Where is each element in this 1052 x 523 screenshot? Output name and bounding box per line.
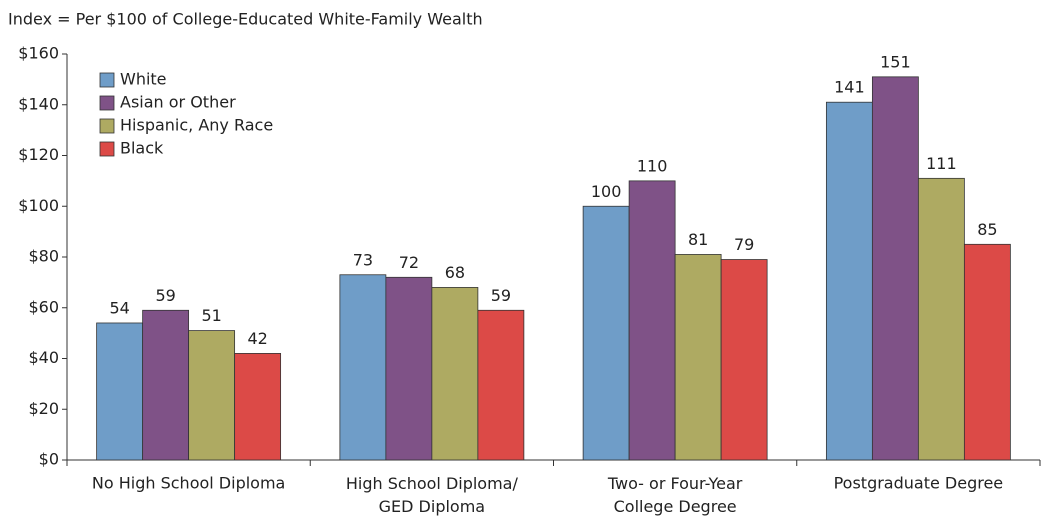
- value-label: 59: [491, 286, 511, 305]
- bar: [385, 276, 433, 461]
- value-label: 141: [834, 78, 865, 97]
- bar: [188, 330, 236, 461]
- bar: [96, 322, 144, 461]
- value-label: 73: [353, 250, 373, 269]
- legend-swatch: [99, 72, 115, 88]
- value-label: 85: [977, 220, 997, 239]
- bar: [628, 180, 676, 461]
- legend-label: White: [120, 70, 167, 89]
- legend-label: Hispanic, Any Race: [120, 116, 273, 135]
- legend-label: Asian or Other: [120, 93, 236, 112]
- y-tick-label: $100: [18, 196, 59, 215]
- bar: [142, 309, 190, 461]
- value-label: 42: [247, 329, 267, 348]
- bar: [431, 287, 479, 461]
- bar: [339, 274, 387, 461]
- x-tick-label: Two- or Four-Year College Degree: [607, 474, 743, 516]
- bar: [871, 76, 919, 461]
- chart-subtitle: Index = Per $100 of College-Educated Whi…: [8, 10, 483, 29]
- value-label: 51: [201, 306, 221, 325]
- value-label: 68: [445, 263, 465, 282]
- y-tick-label: $20: [28, 399, 59, 418]
- value-label: 110: [637, 156, 668, 175]
- legend-swatch: [99, 118, 115, 134]
- bar: [674, 254, 722, 461]
- value-label: 111: [926, 154, 957, 173]
- legend-swatch: [99, 95, 115, 111]
- value-label: 100: [591, 182, 622, 201]
- y-tick-label: $0: [39, 450, 59, 469]
- x-tick-label: Postgraduate Degree: [834, 474, 1004, 493]
- bar: [720, 259, 768, 461]
- value-label: 151: [880, 52, 911, 71]
- bar: [917, 177, 965, 461]
- y-tick-label: $140: [18, 94, 59, 113]
- y-tick-label: $60: [28, 297, 59, 316]
- y-tick-label: $120: [18, 145, 59, 164]
- y-tick-label: $80: [28, 247, 59, 266]
- value-label: 79: [734, 235, 754, 254]
- value-label: 81: [688, 230, 708, 249]
- x-tick-label: No High School Diploma: [92, 474, 285, 493]
- y-tick-label: $160: [18, 44, 59, 63]
- bar: [825, 101, 873, 461]
- y-tick-label: $40: [28, 348, 59, 367]
- legend-swatch: [99, 141, 115, 157]
- value-label: 72: [399, 253, 419, 272]
- bar: [963, 243, 1011, 461]
- value-label: 54: [109, 298, 129, 317]
- bar: [477, 309, 525, 461]
- x-tick-label: High School Diploma/GED Diploma: [346, 474, 519, 516]
- bar: [582, 205, 630, 461]
- bar: [234, 353, 282, 461]
- legend-label: Black: [120, 139, 164, 158]
- value-label: 59: [155, 286, 175, 305]
